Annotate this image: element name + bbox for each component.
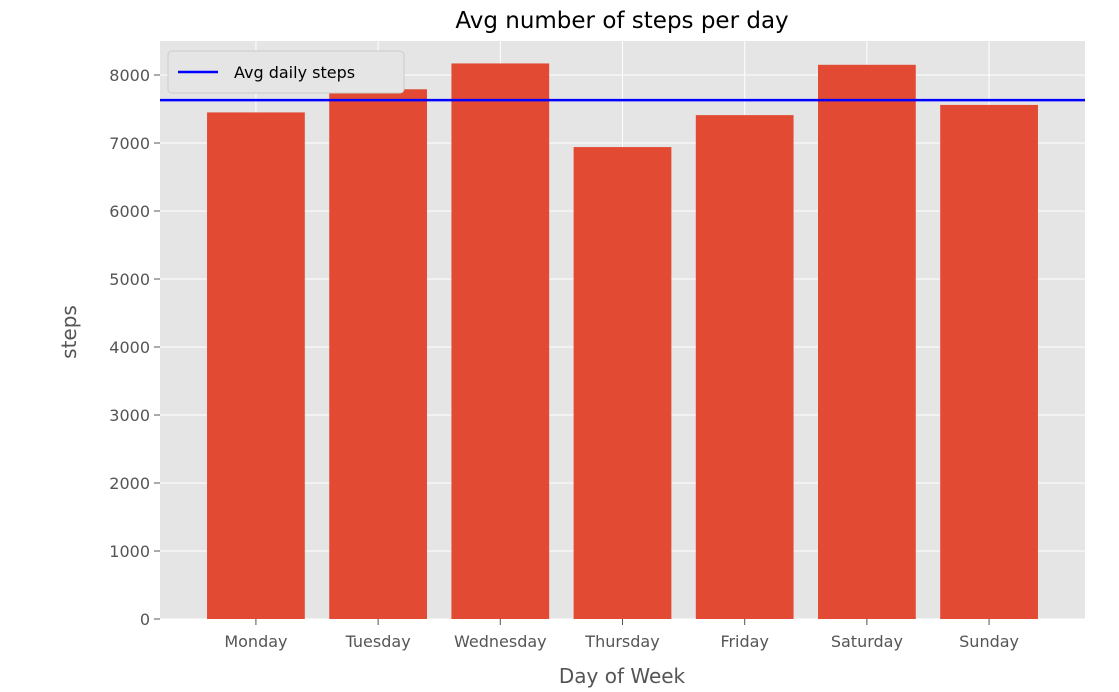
legend-entry: Avg daily steps <box>234 63 355 82</box>
y-tick-label: 8000 <box>109 66 150 85</box>
bar-tuesday <box>329 89 427 619</box>
x-tick-label: Monday <box>224 632 287 651</box>
legend-box <box>167 50 405 94</box>
x-tick-label: Thursday <box>584 632 659 651</box>
y-tick-label: 6000 <box>109 202 150 221</box>
x-tick-label: Wednesday <box>454 632 547 651</box>
y-tick-label: 0 <box>140 610 150 629</box>
bar-sunday <box>940 104 1038 620</box>
y-tick-label: 2000 <box>109 474 150 493</box>
bar-thursday <box>573 147 672 619</box>
x-tick-label: Tuesday <box>345 632 411 651</box>
bar-monday <box>207 112 305 620</box>
y-axis-label: steps <box>57 305 81 359</box>
x-tick-label: Saturday <box>831 632 903 651</box>
y-tick-label: 7000 <box>109 134 150 153</box>
y-tick-label: 5000 <box>109 270 150 289</box>
bars <box>207 63 1038 620</box>
chart-title: Avg number of steps per day <box>455 8 788 34</box>
x-axis-label: Day of Week <box>559 664 686 688</box>
bar-friday <box>695 115 794 620</box>
x-tick-label: Sunday <box>959 632 1019 651</box>
y-tick-label: 1000 <box>109 542 150 561</box>
y-axis: 0 1000 2000 3000 4000 5000 6000 7000 8000 <box>109 66 160 629</box>
bar-saturday <box>818 64 916 620</box>
y-tick-label: 4000 <box>109 338 150 357</box>
x-axis: Monday Tuesday Wednesday Thursday Friday Satu… <box>224 619 1019 651</box>
bar-wednesday <box>451 63 550 619</box>
y-tick-label: 3000 <box>109 406 150 425</box>
x-tick-label: Friday <box>720 632 769 651</box>
legend: Avg daily steps <box>167 50 405 94</box>
